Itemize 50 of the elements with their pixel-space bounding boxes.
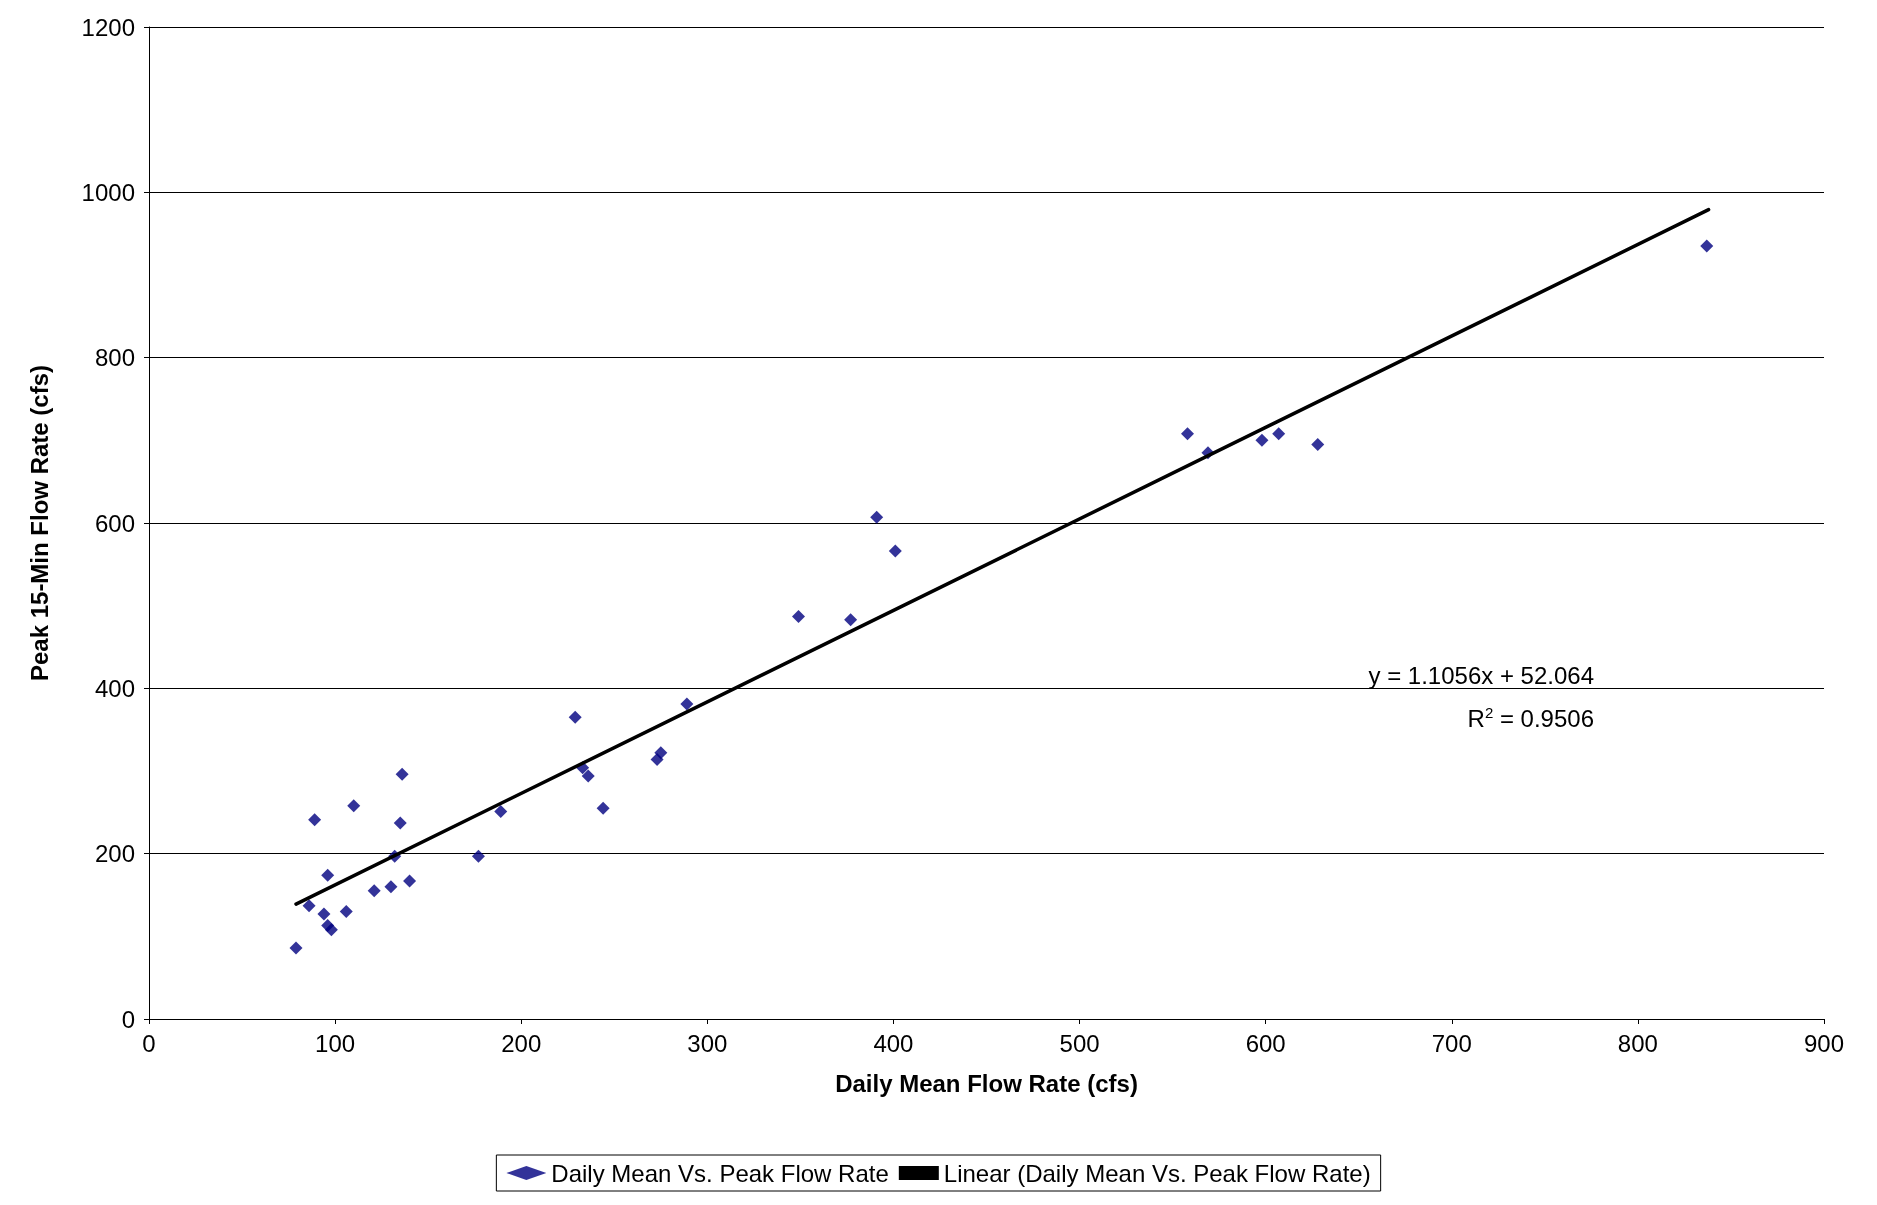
point	[792, 609, 806, 623]
point	[1311, 437, 1325, 451]
x-tick-label: 500	[1059, 1029, 1100, 1057]
point	[844, 613, 858, 627]
point	[654, 746, 668, 760]
point	[581, 769, 595, 783]
y-tick-label: 1200	[81, 13, 135, 41]
x-tick-label: 900	[1803, 1029, 1845, 1057]
point	[367, 884, 381, 898]
y-tick-label: 200	[94, 840, 135, 868]
point	[302, 899, 316, 913]
y-tick-label: 400	[94, 674, 135, 702]
point	[308, 813, 322, 827]
x-tick-label: 700	[1431, 1029, 1472, 1057]
point	[324, 923, 338, 937]
x-tick-label: 200	[501, 1029, 542, 1057]
legend-label: Daily Mean Vs. Peak Flow Rate	[551, 1159, 889, 1187]
x-tick-label: 400	[873, 1029, 914, 1057]
point	[347, 799, 361, 813]
point	[1700, 239, 1714, 253]
legend-label: Linear (Daily Mean Vs. Peak Flow Rate)	[943, 1159, 1371, 1187]
x-tick-label: 100	[315, 1029, 356, 1057]
point	[393, 816, 407, 830]
point	[1255, 433, 1269, 447]
x-tick-label: 0	[142, 1029, 156, 1057]
point	[494, 805, 508, 819]
point	[1272, 427, 1286, 441]
point	[471, 849, 485, 863]
x-tick-label: 600	[1245, 1029, 1286, 1057]
y-tick-label: 0	[121, 1005, 135, 1033]
point	[395, 767, 409, 781]
point	[403, 874, 417, 888]
point	[384, 880, 398, 894]
point	[680, 697, 694, 711]
point	[321, 868, 335, 882]
point	[317, 907, 331, 921]
x-tick-label: 800	[1617, 1029, 1658, 1057]
point	[1181, 427, 1194, 441]
point	[870, 510, 884, 524]
x-axis-title: Daily Mean Flow Rate (cfs)	[835, 1069, 1138, 1097]
point	[339, 905, 353, 919]
y-tick-label: 800	[94, 344, 135, 372]
point	[596, 801, 610, 815]
point	[289, 941, 303, 955]
point	[568, 710, 582, 724]
point	[888, 544, 902, 558]
y-axis-title: Peak 15-Min Flow Rate (cfs)	[25, 364, 53, 682]
x-tick-label: 300	[687, 1029, 728, 1057]
y-tick-label: 1000	[81, 178, 135, 206]
y-tick-label: 600	[94, 509, 135, 537]
